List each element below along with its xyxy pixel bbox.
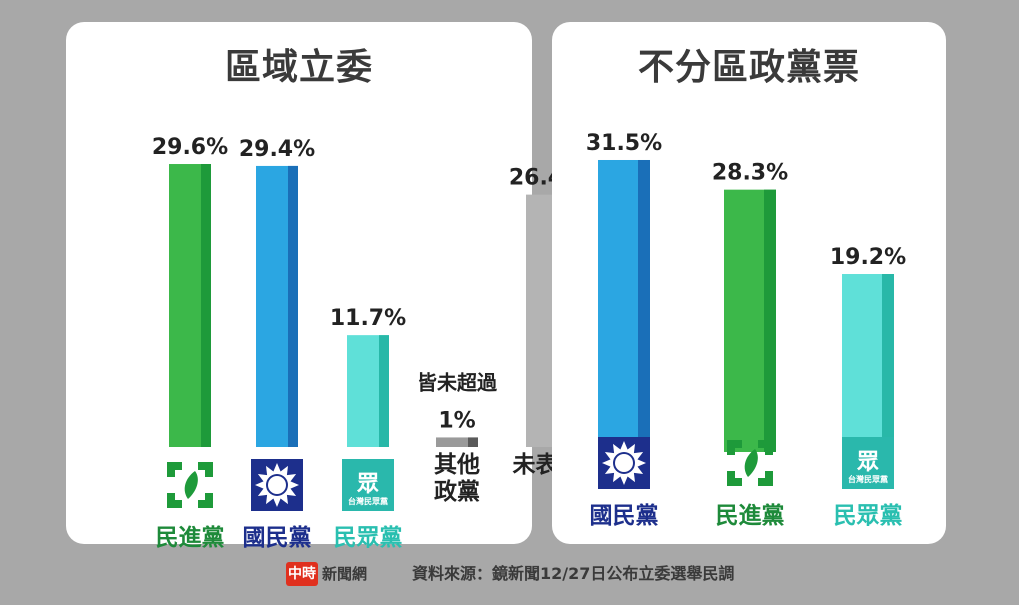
value-label: 29.4%	[239, 137, 315, 162]
panel-party-list: 不分區政黨票 31.5% 國民黨 28.3% 民進黨 19.2% 眾台灣民眾黨民眾黨	[552, 22, 946, 544]
kmt-sun-icon	[251, 459, 303, 511]
category-label: 政黨	[434, 479, 480, 505]
category-label: 民眾黨	[834, 503, 903, 529]
bar-shade	[201, 164, 211, 448]
category-label: 民眾黨	[334, 525, 403, 551]
value-label: 19.2%	[830, 245, 906, 270]
category-label: 民進黨	[156, 525, 225, 551]
category-label: 民進黨	[716, 503, 785, 529]
chinatimes-logo-text: 新聞網	[322, 565, 368, 583]
chart-title-district: 區域立委	[224, 47, 373, 88]
bar-shade	[288, 165, 298, 447]
bar-shade	[379, 335, 389, 447]
tpp-logo-caption: 台灣民眾黨	[348, 496, 388, 506]
kmt-sun-icon	[598, 437, 650, 489]
bar	[436, 437, 478, 447]
dpp-taiwan-icon	[727, 440, 773, 486]
tpp-logo-glyph: 眾	[856, 450, 879, 475]
value-label: 29.6%	[152, 135, 228, 160]
category-label: 國民黨	[590, 503, 659, 529]
value-label: 11.7%	[330, 306, 406, 331]
value-label: 31.5%	[586, 131, 662, 156]
annotation-label: 皆未超過	[417, 370, 498, 394]
chinatimes-logo-box: 中時	[286, 562, 318, 586]
source-note: 資料來源：鏡新聞12/27日公布立委選舉民調	[412, 564, 735, 583]
dpp-taiwan-icon	[167, 462, 213, 508]
panel-district-legislators: 區域立委 29.6% 民進黨 29.4% 國民黨 11.7% 眾台灣民眾黨民眾黨 1% 皆未超…	[66, 22, 585, 551]
bar-shade	[764, 189, 776, 452]
value-label: 28.3%	[712, 161, 788, 186]
chart-title-party-list: 不分區政黨票	[637, 47, 860, 88]
category-label: 其他	[434, 452, 480, 478]
bar-shade	[638, 159, 650, 452]
tpp-logo-caption: 台灣民眾黨	[848, 474, 888, 484]
value-label: 1%	[438, 408, 475, 433]
bar-shade	[882, 274, 894, 452]
bar-shade	[468, 437, 478, 447]
footer: 中時 新聞網 資料來源：鏡新聞12/27日公布立委選舉民調	[0, 556, 1019, 592]
category-label: 國民黨	[243, 525, 312, 551]
tpp-logo-glyph: 眾	[356, 472, 379, 497]
